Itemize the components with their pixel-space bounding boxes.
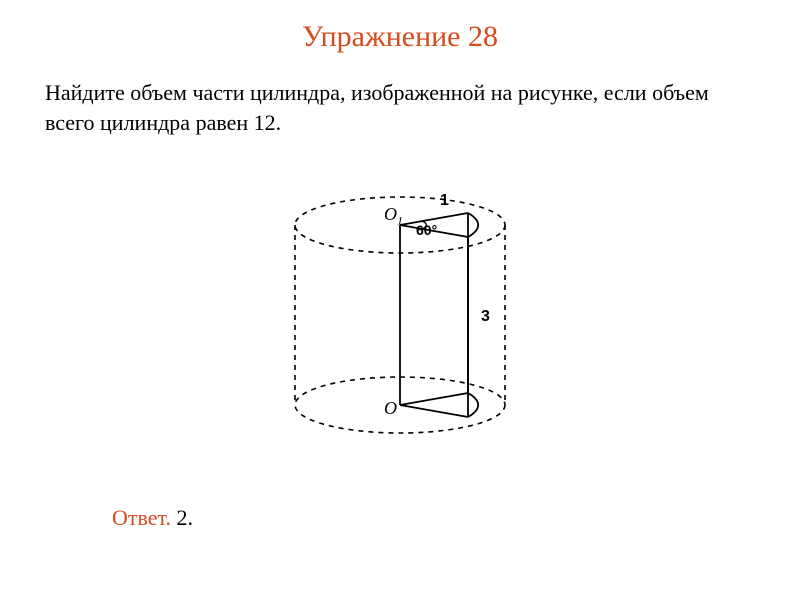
problem-statement: Найдите объем части цилиндра, изображенн… bbox=[45, 78, 755, 137]
bottom-radius-1 bbox=[400, 393, 468, 405]
answer-value: 2. bbox=[171, 505, 193, 530]
bottom-radius-2 bbox=[400, 405, 468, 417]
slide: Упражнение 28 Найдите объем части цилинд… bbox=[0, 0, 800, 600]
bottom-sector-arc bbox=[468, 393, 478, 417]
label-O: O bbox=[384, 398, 397, 419]
answer-label: Ответ. bbox=[112, 505, 171, 530]
label-angle: 60° bbox=[416, 222, 437, 238]
label-radius: 1 bbox=[440, 192, 449, 210]
top-sector-arc bbox=[468, 213, 478, 237]
answer-line: Ответ. 2. bbox=[112, 505, 193, 531]
label-height: 3 bbox=[481, 308, 490, 326]
cylinder-figure: O1 O 1 3 60° bbox=[270, 180, 530, 460]
label-O1: O1 bbox=[384, 204, 403, 229]
exercise-title: Упражнение 28 bbox=[0, 20, 800, 54]
